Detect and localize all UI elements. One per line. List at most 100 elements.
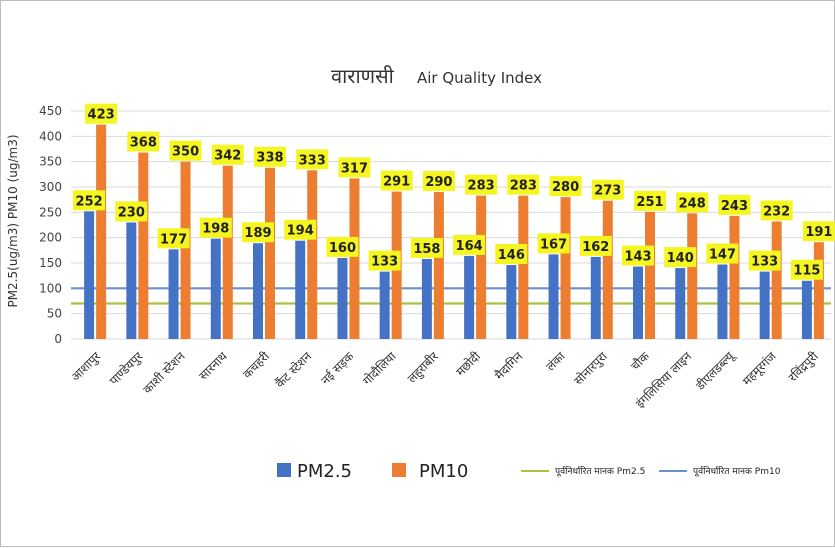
bar-pm25 (337, 257, 348, 339)
data-label-box (410, 237, 443, 258)
data-label-pm25: 230 (118, 205, 145, 220)
x-tick-label: कैंट स्टेशन (273, 349, 315, 391)
bar-pm10 (265, 167, 275, 339)
data-label-pm10: 368 (130, 136, 157, 151)
data-label-pm10: 342 (214, 149, 241, 164)
bar-pm25 (210, 238, 221, 339)
data-label-pm10: 283 (510, 179, 537, 194)
data-label-pm10: 350 (172, 145, 199, 160)
x-tick-label: सारनाथ (196, 349, 230, 383)
data-label-pm10: 423 (88, 108, 115, 123)
bar-pm25 (759, 271, 770, 339)
data-label-pm10: 338 (256, 151, 283, 166)
data-label-pm25: 162 (582, 240, 609, 255)
x-tick-label: रविंद्रपुरी (786, 349, 823, 386)
reference-lines (71, 287, 831, 305)
bar-pm25 (590, 256, 601, 339)
legend-label-pm25-standard: पूर्वनिर्धारित मानक Pm2.5 (555, 465, 645, 477)
y-tick-label: 250 (39, 205, 62, 219)
data-label-pm25: 147 (709, 248, 736, 263)
bar-pm10 (138, 152, 149, 339)
bars (84, 124, 824, 340)
data-label-box (73, 190, 106, 211)
data-label-pm10: 232 (763, 204, 790, 219)
bar-pm25 (548, 254, 559, 339)
y-tick-label: 100 (39, 281, 62, 295)
data-label-box (127, 131, 160, 152)
x-tick-label: मैदागिन (492, 349, 526, 383)
data-label-pm25: 140 (667, 251, 694, 266)
data-label-box (284, 219, 317, 240)
x-tick-label: लंका (543, 349, 568, 374)
bar-pm10 (645, 211, 655, 339)
data-label-box (760, 200, 793, 221)
x-tick-label: आशापुर (68, 348, 104, 384)
y-tick-label: 450 (39, 104, 62, 118)
bar-pm25 (675, 268, 686, 339)
data-label-box (634, 190, 666, 211)
bar-pm10 (687, 213, 698, 339)
data-label-pm10: 291 (383, 175, 410, 190)
bar-pm25 (168, 249, 179, 339)
data-label-pm25: 133 (371, 255, 398, 270)
data-label-pm10: 251 (636, 195, 663, 210)
x-tick-label: काशी स्टेशन (140, 349, 188, 397)
bar-pm25 (506, 265, 517, 339)
data-label-box (495, 244, 528, 265)
data-label-box (676, 192, 709, 213)
data-label-box (748, 250, 781, 271)
legend-label-pm25: PM2.5 (297, 461, 352, 482)
x-tick-label: चौक (628, 349, 653, 374)
data-label-pm25: 194 (287, 224, 314, 239)
y-tick-label: 400 (39, 129, 62, 143)
bar-pm10 (222, 165, 233, 339)
data-label-box (453, 234, 486, 255)
bar-pm10 (349, 178, 360, 339)
bar-pm10 (729, 215, 740, 339)
data-label-box (465, 174, 498, 195)
legend-label-pm10-standard: पूर्वनिर्धारित मानक Pm10 (693, 465, 781, 477)
data-label-pm25: 143 (624, 250, 651, 265)
data-label-box (537, 233, 570, 254)
data-label-pm10: 283 (468, 179, 495, 194)
data-label-box (380, 170, 413, 191)
data-label-pm10: 248 (679, 196, 706, 211)
data-label-box (211, 144, 244, 165)
bar-pm10 (560, 197, 571, 339)
data-label-box (507, 174, 540, 195)
data-label-pm10: 243 (721, 199, 748, 214)
data-label-pm10: 191 (805, 225, 832, 240)
bar-pm25 (84, 211, 95, 339)
bar-pm25 (464, 255, 475, 339)
data-label-pm10: 273 (594, 184, 621, 199)
x-tick-label: मछोदी (453, 349, 483, 379)
x-tick-label: डीएलडब्ल्यू (692, 348, 738, 394)
x-tick-label: कचहरी (240, 349, 273, 382)
bar-pm10 (602, 200, 613, 339)
data-label-pm25: 252 (76, 194, 103, 209)
data-label-box (199, 217, 232, 238)
data-label-box (169, 140, 202, 161)
y-tick-label: 150 (39, 256, 62, 270)
bar-pm25 (633, 266, 643, 339)
data-label-pm25: 167 (540, 237, 567, 252)
bar-pm25 (295, 240, 306, 339)
bar-pm25 (801, 280, 812, 339)
bar-pm10 (476, 195, 487, 339)
bar-pm25 (717, 264, 728, 339)
data-label-box (664, 247, 697, 268)
legend: PM2.5 PM10 पूर्वनिर्धारित मानक Pm2.5 पूर… (277, 461, 781, 482)
bar-pm25 (126, 222, 137, 339)
x-tick-label: पाण्डेयपुर (107, 348, 147, 388)
bar-pm10 (433, 192, 444, 339)
data-label-pm10: 290 (425, 175, 452, 190)
data-label-pm25: 158 (413, 242, 440, 257)
data-label-box (706, 243, 739, 264)
data-label-box (242, 222, 274, 243)
data-label-pm25: 146 (498, 248, 525, 263)
data-label-box (85, 103, 118, 124)
data-label-box (718, 194, 751, 215)
x-tick-label: लहुराबीर (405, 348, 443, 386)
y-axis-label: PM2.5(ug/m3) PM10 (ug/m3) (6, 134, 20, 307)
